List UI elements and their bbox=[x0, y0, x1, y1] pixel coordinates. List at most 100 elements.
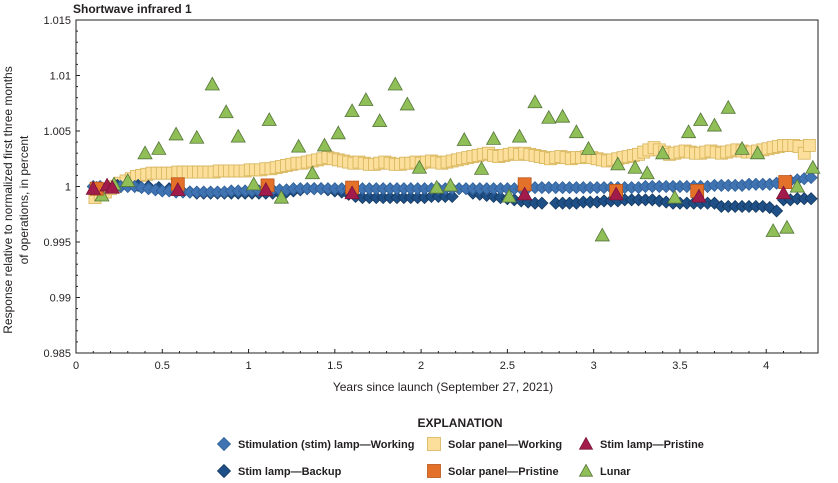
point-stim-backup bbox=[535, 196, 549, 210]
point-stim-pristine bbox=[344, 185, 360, 200]
point-lunar bbox=[204, 76, 221, 91]
point-lunar bbox=[344, 103, 360, 118]
point-lunar bbox=[151, 140, 167, 155]
legend: EXPLANATION Stimulation (stim) lamp—Work… bbox=[216, 416, 704, 479]
legend-status: —Pristine bbox=[507, 466, 558, 478]
point-lunar bbox=[680, 124, 697, 139]
point-stim-pristine bbox=[516, 186, 533, 201]
point-lunar bbox=[168, 126, 184, 141]
legend-label-solar-working: Solar panel—Working bbox=[448, 439, 562, 451]
point-lunar bbox=[137, 145, 153, 160]
y-tick-label: 0.99 bbox=[50, 293, 71, 305]
point-stim-pristine bbox=[104, 179, 120, 194]
point-lunar bbox=[387, 76, 403, 91]
point-stim-pristine bbox=[691, 188, 707, 203]
point-lunar bbox=[610, 156, 626, 171]
point-lunar bbox=[734, 140, 750, 155]
legend-status: —Backup bbox=[291, 466, 342, 478]
point-lunar bbox=[246, 176, 262, 191]
legend-status: —Pristine bbox=[653, 439, 704, 451]
point-lunar bbox=[473, 160, 490, 175]
point-lunar bbox=[330, 125, 346, 140]
legend-label-stim-working: Stimulation (stim) lamp—Working bbox=[238, 439, 414, 451]
point-lunar bbox=[230, 128, 246, 143]
point-lunar bbox=[304, 165, 321, 180]
x-tick-label: 2.5 bbox=[500, 360, 515, 372]
legend-status: —Working bbox=[507, 439, 562, 451]
x-tick-label: 0.5 bbox=[155, 360, 170, 372]
point-lunar bbox=[316, 137, 333, 152]
series-lunar bbox=[94, 76, 821, 242]
point-stim-pristine bbox=[85, 180, 101, 195]
chart-title: Shortwave infrared 1 bbox=[73, 2, 192, 16]
point-lunar bbox=[720, 99, 736, 114]
legend-heading: EXPLANATION bbox=[417, 416, 502, 430]
point-stim-pristine bbox=[608, 186, 624, 201]
y-axis-label-line-1: Response relative to normalized first th… bbox=[1, 66, 15, 333]
point-lunar bbox=[372, 113, 388, 128]
series-stim-working bbox=[86, 171, 818, 199]
x-tick-label: 1 bbox=[245, 360, 251, 372]
point-lunar bbox=[511, 128, 528, 143]
point-solar-pristine bbox=[778, 175, 793, 189]
x-tick-label: 4 bbox=[763, 360, 769, 372]
point-lunar bbox=[706, 117, 723, 132]
point-lunar bbox=[580, 140, 597, 155]
series-stim-pristine bbox=[85, 177, 792, 203]
legend-swatch-stim-working bbox=[216, 436, 232, 452]
point-lunar bbox=[779, 219, 795, 234]
point-lunar bbox=[692, 112, 709, 126]
point-lunar bbox=[273, 189, 290, 204]
point-stim-pristine bbox=[775, 185, 792, 200]
y-tick-label: 1 bbox=[65, 182, 71, 194]
point-stim-pristine bbox=[258, 182, 274, 196]
legend-swatch-solar-working bbox=[427, 437, 441, 451]
legend-status: —Working bbox=[360, 439, 415, 451]
point-lunar bbox=[594, 227, 610, 242]
point-lunar bbox=[456, 132, 472, 146]
point-solar-working bbox=[802, 139, 816, 152]
y-tick-label: 0.995 bbox=[43, 237, 71, 249]
x-tick-label: 2 bbox=[418, 360, 424, 372]
point-lunar bbox=[655, 145, 671, 160]
point-lunar bbox=[639, 165, 655, 180]
x-tick-label: 0 bbox=[73, 360, 79, 372]
y-tick-label: 1.015 bbox=[43, 15, 71, 27]
x-tick-label: 3.5 bbox=[672, 360, 687, 372]
point-stim-working bbox=[804, 171, 818, 185]
point-lunar bbox=[428, 179, 445, 194]
x-tick-label: 3 bbox=[591, 360, 597, 372]
point-lunar bbox=[667, 189, 683, 204]
point-stim-pristine bbox=[170, 182, 186, 196]
point-stim-backup bbox=[770, 204, 784, 218]
point-lunar bbox=[627, 159, 643, 174]
legend-label-stim-pristine: Stim lamp—Pristine bbox=[600, 439, 704, 451]
point-lunar bbox=[805, 159, 821, 174]
legend-swatch-solar-pristine bbox=[427, 464, 441, 478]
y-tick-label: 0.985 bbox=[43, 348, 71, 360]
legend-swatch-stim-backup bbox=[216, 463, 232, 479]
point-lunar bbox=[789, 178, 805, 193]
point-lunar bbox=[485, 130, 502, 145]
point-lunar bbox=[501, 188, 517, 203]
point-lunar bbox=[218, 104, 234, 119]
legend-swatch-stim-pristine bbox=[578, 436, 594, 450]
y-axis: 0.985 0.99 0.995 1 1.005 1.01 1.015 bbox=[43, 15, 80, 360]
x-axis-label: Years since launch (September 27, 2021) bbox=[333, 380, 553, 394]
point-lunar bbox=[541, 109, 557, 124]
point-lunar bbox=[261, 112, 277, 126]
legend-label-solar-pristine: Solar panel—Pristine bbox=[448, 466, 559, 478]
y-axis-label-line-2: of operations, in percent bbox=[17, 135, 31, 264]
y-tick-label: 1.005 bbox=[43, 126, 71, 138]
y-tick-label: 1.01 bbox=[50, 71, 71, 83]
point-lunar bbox=[399, 96, 415, 111]
point-stim-backup bbox=[804, 192, 818, 206]
point-lunar bbox=[442, 177, 459, 192]
legend-swatch-lunar bbox=[578, 463, 594, 477]
point-lunar bbox=[568, 124, 585, 139]
x-axis: 0 0.5 1 1.5 2 2.5 3 3.5 4 bbox=[73, 349, 802, 372]
point-lunar bbox=[358, 92, 374, 106]
data-marks bbox=[85, 76, 821, 242]
point-lunar bbox=[749, 145, 766, 160]
